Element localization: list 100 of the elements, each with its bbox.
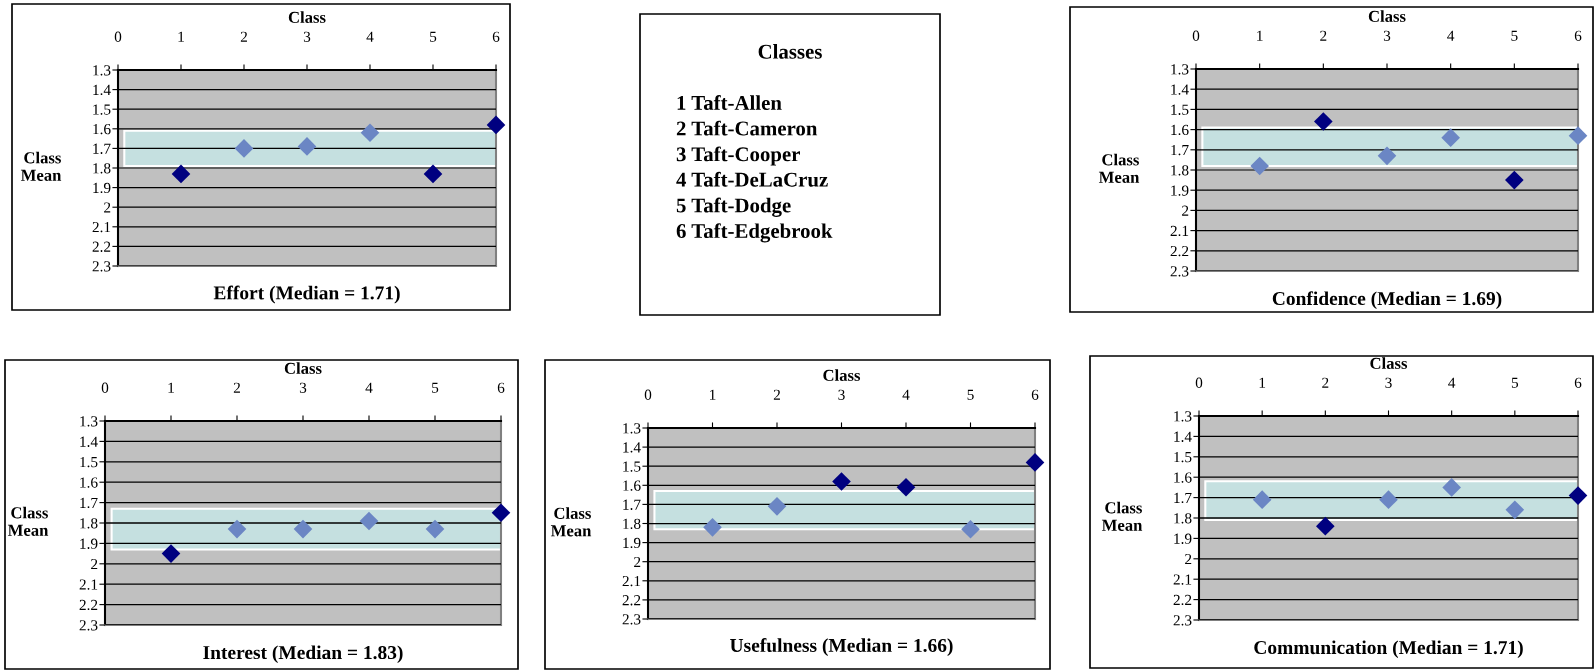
text: 5 Taft-Dodge xyxy=(676,197,791,217)
y-tick-label: 1.3 xyxy=(1171,64,1189,75)
point xyxy=(227,519,247,539)
y-tick-label: 1.6 xyxy=(1174,472,1192,483)
x-tick-label: 6 xyxy=(1031,389,1039,400)
x-tick-label: 2 xyxy=(240,31,247,42)
y-axis-title: Class Mean xyxy=(1098,153,1140,183)
x-tick-label: 4 xyxy=(365,382,373,393)
x-tick-label: 2 xyxy=(773,389,780,400)
y-tick-label: 1.4 xyxy=(623,442,641,453)
y-tick-label: 1.5 xyxy=(623,461,641,472)
x-tick-label: 4 xyxy=(366,31,374,42)
y-tick-label: 1.9 xyxy=(80,538,98,549)
y-tick-label: 1.7 xyxy=(623,499,641,510)
point xyxy=(360,123,380,143)
y-tick-label: 1.3 xyxy=(93,65,111,76)
y-tick-label: 1.6 xyxy=(1171,124,1189,136)
point xyxy=(703,518,722,537)
y-tick-label: 1.5 xyxy=(1171,104,1189,115)
point xyxy=(359,511,379,531)
y-tick-label: 1.6 xyxy=(623,480,641,491)
point xyxy=(1316,516,1335,536)
y-tick-label: 1.7 xyxy=(93,143,111,154)
x-tick-label: 6 xyxy=(1574,30,1582,41)
point xyxy=(297,137,317,156)
y-tick-label: 1.9 xyxy=(93,182,111,194)
point xyxy=(425,519,445,539)
y-tick-label: 2.2 xyxy=(1170,245,1189,257)
y-tick-label: 1.9 xyxy=(623,537,641,549)
x-tick-label: 2 xyxy=(1322,377,1329,388)
point xyxy=(1505,500,1525,520)
x-tick-label: 6 xyxy=(497,382,505,393)
y-axis-title: Class Mean xyxy=(7,506,49,536)
point xyxy=(486,115,506,135)
text: Confidence (Median = 1.69) xyxy=(1272,291,1502,310)
x-tick-label: 3 xyxy=(299,382,307,393)
text: 2 Taft-Cameron xyxy=(676,120,818,136)
y-tick-label: 1.6 xyxy=(93,123,111,135)
y-tick-label: 2 xyxy=(91,558,98,570)
x-tick-label: 4 xyxy=(1447,30,1455,41)
y-tick-label: 2.2 xyxy=(79,599,98,611)
x-tick-label: 0 xyxy=(644,389,652,400)
x-axis-title: Class xyxy=(284,362,322,374)
point xyxy=(1568,486,1588,505)
y-tick-label: 1.8 xyxy=(80,518,98,529)
x-tick-label: 5 xyxy=(432,382,439,393)
text: 3 Taft-Cooper xyxy=(676,146,800,166)
x-tick-label: 6 xyxy=(1574,377,1582,388)
x-tick-label: 1 xyxy=(1259,377,1266,388)
point xyxy=(767,496,787,516)
y-axis-title: Class Mean xyxy=(20,151,62,181)
y-tick-label: 2.1 xyxy=(79,579,98,590)
y-tick-label: 2.2 xyxy=(622,595,641,606)
x-axis-title: Class xyxy=(1368,10,1406,22)
point xyxy=(423,164,443,184)
x-tick-label: 2 xyxy=(233,382,240,393)
x-tick-label: 1 xyxy=(168,382,174,393)
x-tick-label: 5 xyxy=(1511,30,1518,41)
text: Interest (Median = 1.83) xyxy=(203,645,403,664)
point xyxy=(1025,453,1045,472)
y-tick-label: 1.4 xyxy=(93,84,111,96)
y-tick-label: 2.3 xyxy=(1170,266,1189,277)
text: Classes xyxy=(758,44,822,59)
y-tick-label: 1.9 xyxy=(1174,533,1192,544)
y-tick-label: 2.1 xyxy=(622,575,641,587)
y-tick-label: 1.3 xyxy=(623,423,641,434)
x-tick-label: 2 xyxy=(1320,30,1327,41)
y-tick-label: 1.7 xyxy=(1174,492,1192,504)
y-tick-label: 1.5 xyxy=(80,457,98,468)
y-tick-label: 1.5 xyxy=(1174,452,1192,463)
y-tick-label: 1.5 xyxy=(93,104,111,115)
point xyxy=(961,519,980,539)
point xyxy=(832,472,851,491)
x-tick-label: 5 xyxy=(967,389,974,400)
point xyxy=(1441,128,1460,147)
y-tick-label: 1.8 xyxy=(1174,513,1192,524)
x-tick-label: 0 xyxy=(114,31,122,42)
text: Effort (Median = 1.71) xyxy=(213,285,400,304)
y-tick-label: 2 xyxy=(634,556,641,567)
text: 4 Taft-DeLaCruz xyxy=(676,171,828,187)
y-tick-label: 1.7 xyxy=(80,497,98,509)
x-tick-label: 3 xyxy=(838,389,845,400)
point xyxy=(1377,146,1397,166)
point xyxy=(1250,156,1269,176)
y-axis-title: Class Mean xyxy=(1101,501,1143,531)
point xyxy=(1252,490,1272,509)
x-tick-label: 1 xyxy=(710,389,716,400)
y-tick-label: 2.1 xyxy=(1170,225,1189,237)
x-tick-label: 6 xyxy=(492,31,500,42)
text: 6 Taft-Edgebrook xyxy=(676,223,833,243)
x-tick-label: 1 xyxy=(1257,30,1263,41)
y-tick-label: 2.2 xyxy=(92,241,111,252)
x-tick-label: 4 xyxy=(902,389,910,400)
point xyxy=(1442,478,1461,497)
y-tick-label: 1.9 xyxy=(1171,185,1189,196)
y-tick-label: 1.4 xyxy=(1174,431,1192,442)
y-tick-label: 1.4 xyxy=(1171,84,1189,95)
y-tick-label: 1.6 xyxy=(80,477,98,488)
point xyxy=(293,519,313,539)
y-tick-label: 1.7 xyxy=(1171,145,1189,156)
